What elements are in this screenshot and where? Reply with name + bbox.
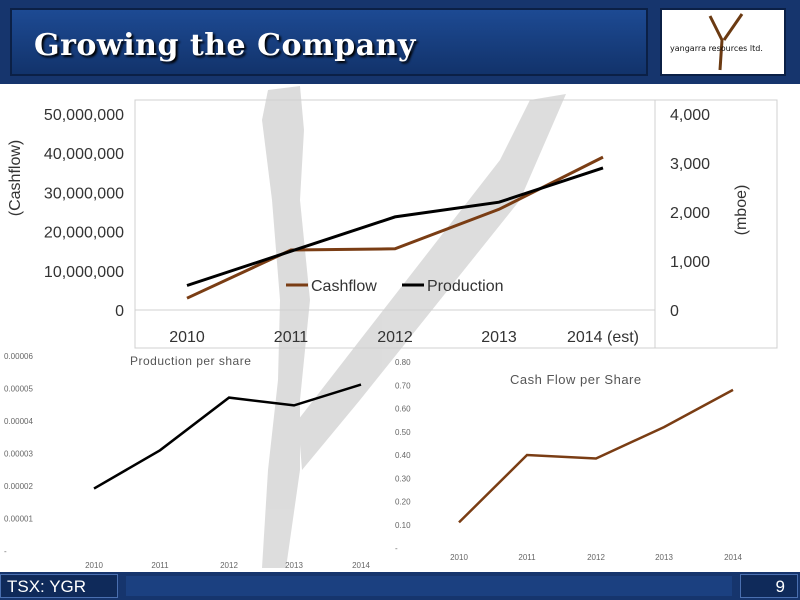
main-left-tick-label: 50,000,000	[44, 107, 124, 124]
cfps-y-tick-label: -	[395, 544, 398, 553]
pps-y-tick-label: -	[4, 547, 7, 556]
main-right-tick-label: 0	[670, 303, 679, 320]
main-left-tick-label: 20,000,000	[44, 225, 124, 242]
cfps-y-tick-label: 0.10	[395, 521, 411, 530]
main-chart-left-axis-title: (Cashflow)	[7, 140, 24, 216]
cfps-x-tick-label: 2011	[518, 553, 536, 562]
pps-y-tick-label: 0.00004	[4, 417, 33, 426]
cfps-y-tick-label: 0.30	[395, 474, 411, 483]
logo-text: yangarra resources ltd.	[670, 44, 763, 53]
pps-y-tick-label: 0.00006	[4, 352, 33, 361]
footer-ticker-box: TSX: YGR	[0, 574, 118, 598]
main-left-tick-label: 30,000,000	[44, 185, 124, 202]
production-series-line	[186, 166, 604, 287]
legend-production-label: Production	[427, 278, 504, 295]
main-left-tick-label: 0	[115, 303, 124, 320]
main-x-tick-label: 2010	[169, 329, 205, 346]
cash-flow-per-share-line	[458, 388, 734, 524]
title-box: Growing the Company	[10, 8, 648, 76]
main-chart-left-ticks: 0 10,000,000 20,000,000 30,000,000 40,000,00…	[44, 107, 124, 320]
main-left-tick-label: 10,000,000	[44, 264, 124, 281]
cfps-y-tick-label: 0.20	[395, 498, 411, 507]
cfps-y-tick-label: 0.80	[395, 358, 411, 367]
pps-y-tick-label: 0.00003	[4, 450, 33, 459]
main-right-tick-label: 3,000	[670, 156, 710, 173]
cfps-y-tick-label: 0.50	[395, 428, 411, 437]
cfps-x-tick-label: 2010	[450, 553, 468, 562]
slide-title: Growing the Company	[34, 28, 416, 63]
page-number: 9	[775, 577, 785, 596]
footer-ticker: TSX: YGR	[7, 577, 87, 596]
cfps-y-tick-label: 0.60	[395, 405, 411, 414]
watermark-y-icon	[262, 86, 566, 568]
production-per-share-y-ticks: - 0.00001 0.00002 0.00003 0.00004 0.00005 0.00…	[4, 352, 33, 556]
logo-y-mark-icon	[708, 13, 744, 71]
cash-flow-per-share-title: Cash Flow per Share	[510, 372, 642, 387]
charts-canvas: 0 10,000,000 20,000,000 30,000,000 40,000,00…	[4, 86, 778, 570]
pps-x-tick-label: 2014	[352, 561, 370, 570]
main-chart-right-ticks: 0 1,000 2,000 3,000 4,000	[670, 107, 710, 320]
pps-y-tick-label: 0.00002	[4, 482, 33, 491]
cash-flow-per-share-y-ticks: - 0.10 0.20 0.30 0.40 0.50 0.60 0.70 0.80	[395, 358, 411, 553]
slide-header: Growing the Company yangarra resources l…	[0, 0, 800, 84]
company-logo: yangarra resources ltd.	[660, 8, 786, 76]
pps-x-tick-label: 2011	[151, 561, 169, 570]
cfps-x-tick-label: 2013	[655, 553, 673, 562]
production-per-share-title: Production per share	[130, 354, 251, 368]
cfps-y-tick-label: 0.40	[395, 451, 411, 460]
production-per-share-line	[93, 383, 362, 490]
cfps-x-tick-label: 2012	[587, 553, 605, 562]
main-right-tick-label: 2,000	[670, 205, 710, 222]
main-x-tick-label: 2011	[274, 329, 309, 346]
main-x-tick-label: 2012	[377, 329, 413, 346]
cashflow-series-line	[186, 155, 604, 300]
main-right-tick-label: 1,000	[670, 254, 710, 271]
pps-x-tick-label: 2012	[220, 561, 238, 570]
production-per-share-x-ticks: 2010 2011 2012 2013 2014	[85, 561, 370, 570]
cfps-y-tick-label: 0.70	[395, 381, 411, 390]
slide-footer: TSX: YGR 9	[0, 572, 800, 600]
main-chart-right-axis-title: (mboe)	[733, 185, 750, 236]
main-left-tick-label: 40,000,000	[44, 146, 124, 163]
pps-x-tick-label: 2010	[85, 561, 103, 570]
main-chart-x-ticks: 2010 2011 2012 2013 2014 (est)	[169, 329, 639, 346]
main-right-tick-label: 4,000	[670, 107, 710, 124]
footer-bar	[126, 576, 732, 596]
cfps-x-tick-label: 2014	[724, 553, 742, 562]
pps-y-tick-label: 0.00001	[4, 515, 33, 524]
main-x-tick-label: 2014 (est)	[567, 329, 639, 346]
pps-x-tick-label: 2013	[285, 561, 303, 570]
legend-cashflow-label: Cashflow	[311, 278, 377, 295]
main-x-tick-label: 2013	[481, 329, 517, 346]
footer-page-box: 9	[740, 574, 798, 598]
pps-y-tick-label: 0.00005	[4, 385, 33, 394]
cash-flow-per-share-x-ticks: 2010 2011 2012 2013 2014	[450, 553, 742, 562]
